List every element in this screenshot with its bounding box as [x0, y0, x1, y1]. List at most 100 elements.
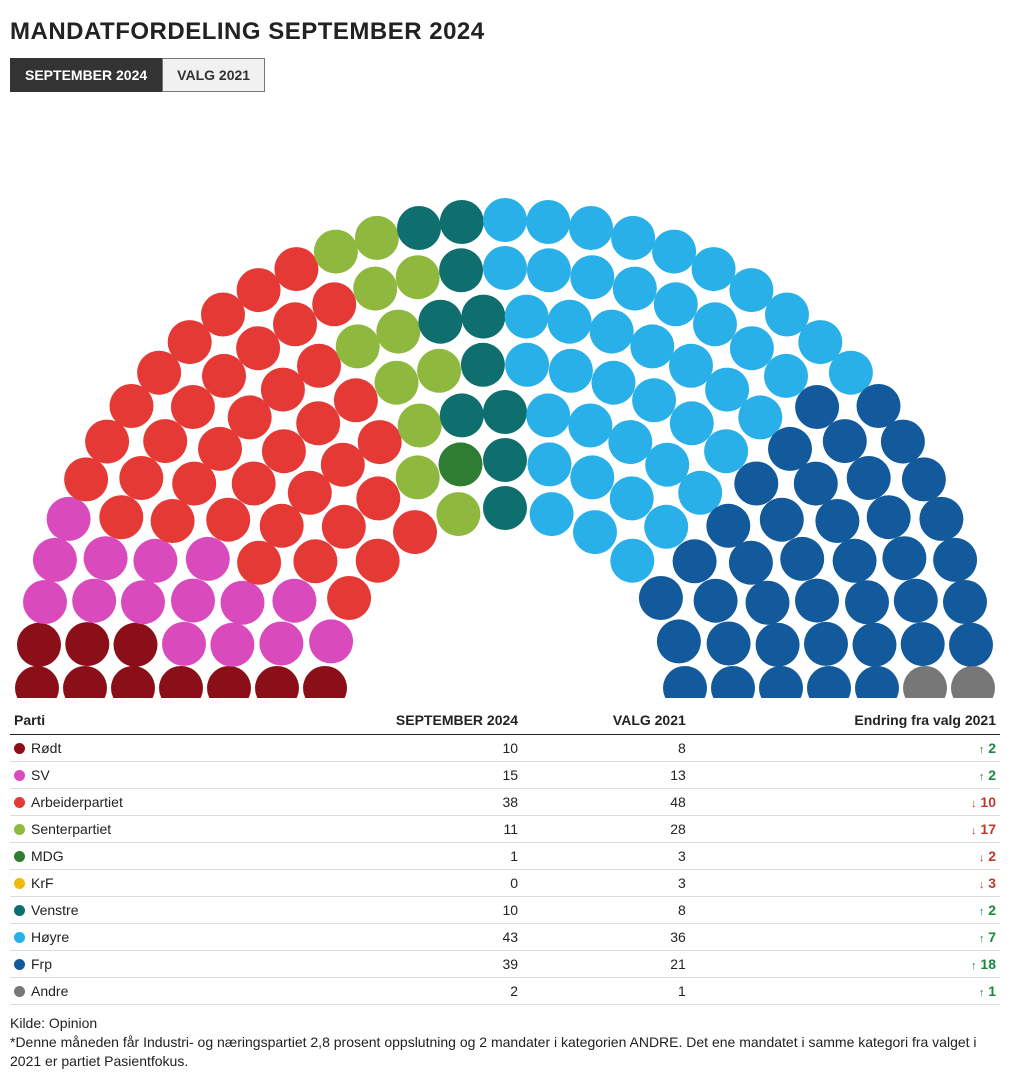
seat-dot — [528, 442, 572, 486]
seat-dot — [669, 344, 713, 388]
seat-dot — [206, 498, 250, 542]
seat-dot — [84, 536, 128, 580]
seat-dot — [262, 429, 306, 473]
seat-dot — [322, 505, 366, 549]
seat-dot — [99, 495, 143, 539]
seats-now: 2 — [252, 978, 522, 1005]
seat-dot — [568, 404, 612, 448]
party-name: Andre — [31, 983, 68, 999]
seat-dot — [570, 455, 614, 499]
seat-dot — [573, 510, 617, 554]
seat-dot — [483, 486, 527, 530]
seats-prev: 8 — [522, 897, 690, 924]
seat-dot — [853, 623, 897, 667]
hemicycle-chart — [10, 98, 1000, 698]
seat-dot — [526, 200, 570, 244]
seat-dot — [201, 293, 245, 337]
seats-prev: 36 — [522, 924, 690, 951]
seat-dot — [273, 302, 317, 346]
seats-prev: 21 — [522, 951, 690, 978]
seats-now: 39 — [252, 951, 522, 978]
seat-dot — [734, 462, 778, 506]
col-header-2: VALG 2021 — [522, 706, 690, 735]
seat-dot — [610, 539, 654, 583]
seat-dot — [815, 499, 859, 543]
seat-dot — [857, 384, 901, 428]
seat-dot — [210, 623, 254, 667]
party-dot-icon — [14, 959, 25, 970]
seat-dot — [764, 354, 808, 398]
seat-dot — [23, 580, 67, 624]
seat-dot — [356, 539, 400, 583]
seat-dot — [608, 420, 652, 464]
party-name: Senterpartiet — [31, 821, 111, 837]
party-name: Høyre — [31, 929, 69, 945]
seat-dot — [119, 456, 163, 500]
col-header-1: SEPTEMBER 2024 — [252, 706, 522, 735]
seat-dot — [440, 200, 484, 244]
change-cell: ↓ 10 — [690, 789, 1000, 816]
seat-dot — [943, 580, 987, 624]
party-name: SV — [31, 767, 50, 783]
tab-0[interactable]: SEPTEMBER 2024 — [10, 58, 162, 92]
seat-table: PartiSEPTEMBER 2024VALG 2021Endring fra … — [10, 706, 1000, 1005]
seat-dot — [632, 378, 676, 422]
seat-dot — [823, 419, 867, 463]
seats-now: 43 — [252, 924, 522, 951]
seat-dot — [314, 230, 358, 274]
seat-dot — [293, 539, 337, 583]
seat-dot — [65, 622, 109, 666]
change-cell: ↑ 7 — [690, 924, 1000, 951]
party-dot-icon — [14, 905, 25, 916]
seat-dot — [436, 492, 480, 536]
seat-dot — [670, 401, 714, 445]
seat-dot — [356, 476, 400, 520]
seat-dot — [570, 255, 614, 299]
seats-prev: 48 — [522, 789, 690, 816]
table-row: Arbeiderpartiet3848↓ 10 — [10, 789, 1000, 816]
seat-dot — [33, 538, 77, 582]
seat-dot — [527, 248, 571, 292]
seat-dot — [706, 504, 750, 548]
seat-dot — [261, 368, 305, 412]
tab-1[interactable]: VALG 2021 — [162, 58, 265, 92]
seat-dot — [336, 324, 380, 368]
change-cell: ↑ 18 — [690, 951, 1000, 978]
seat-dot — [63, 666, 107, 698]
seat-dot — [393, 510, 437, 554]
seat-dot — [159, 666, 203, 698]
seat-dot — [881, 420, 925, 464]
source-label: Kilde: Opinion — [10, 1015, 1010, 1031]
party-dot-icon — [14, 851, 25, 862]
seat-dot — [17, 623, 61, 667]
seat-dot — [919, 497, 963, 541]
seat-dot — [297, 344, 341, 388]
seat-dot — [569, 206, 613, 250]
change-cell: ↓ 17 — [690, 816, 1000, 843]
seat-dot — [114, 623, 158, 667]
seats-prev: 28 — [522, 816, 690, 843]
seat-dot — [756, 623, 800, 667]
seat-dot — [232, 462, 276, 506]
seats-now: 1 — [252, 843, 522, 870]
seat-dot — [143, 419, 187, 463]
seat-dot — [657, 619, 701, 663]
seat-dot — [355, 216, 399, 260]
change-cell: ↑ 2 — [690, 897, 1000, 924]
seat-dot — [901, 622, 945, 666]
seat-dot — [548, 300, 592, 344]
seat-dot — [236, 326, 280, 370]
seats-now: 0 — [252, 870, 522, 897]
seat-dot — [903, 666, 947, 698]
party-dot-icon — [14, 986, 25, 997]
seat-dot — [151, 499, 195, 543]
seat-dot — [396, 255, 440, 299]
seat-dot — [795, 385, 839, 429]
seat-dot — [237, 541, 281, 585]
seat-dot — [353, 267, 397, 311]
seat-dot — [274, 247, 318, 291]
seat-dot — [207, 666, 251, 698]
seats-prev: 13 — [522, 762, 690, 789]
seat-dot — [693, 302, 737, 346]
seat-dot — [171, 579, 215, 623]
